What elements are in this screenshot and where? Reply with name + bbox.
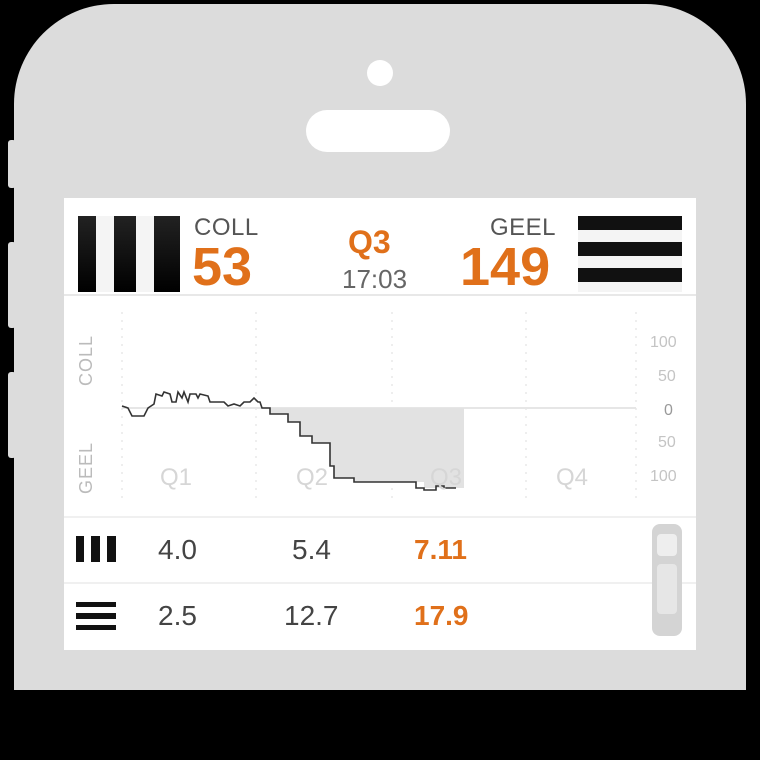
vertical-stripes-icon [78,216,180,292]
home-stat-q3: 7.11 [414,534,467,565]
y-axis-label-bottom: GEEL [76,441,96,494]
phone-side-button-3 [8,372,16,458]
vertical-stripes-icon [76,536,116,562]
y-tick-label: 100 [650,468,677,485]
chart-divider [64,516,696,518]
front-camera [367,60,393,86]
deficit-shade [270,408,464,488]
home-team-score: 53 [192,237,253,297]
scrollbar-track[interactable] [652,524,682,636]
horizontal-stripes-icon [76,602,116,630]
score-worm-chart [121,312,637,503]
phone-side-button-1 [8,140,16,188]
y-tick-label: 50 [658,368,676,385]
y-tick-label: 0 [664,402,673,419]
away-team-score: 149 [460,237,551,297]
away-stat-q3: 17.9 [414,600,469,631]
y-tick-label: 100 [650,334,677,351]
away-stat-q2: 12.7 [284,600,339,631]
game-clock: 17:03 [342,264,408,294]
away-stat-q1: 2.5 [158,600,197,631]
quarter-axis-label: Q2 [296,464,329,491]
y-tick-label: 50 [658,434,676,451]
phone-side-button-2 [8,242,16,328]
header-divider [64,294,696,296]
stats-divider [64,582,696,584]
home-stat-q1: 4.0 [158,534,197,565]
quarter-axis-label: Q1 [160,464,193,491]
quarter-label: Q3 [348,224,391,260]
quarter-axis-label: Q3 [430,464,463,491]
horizontal-stripes-icon [578,216,682,292]
scrollbar-thumb-lower [657,564,677,614]
score-worm-line [121,389,456,491]
bottom-bezel [14,690,746,760]
earpiece-speaker [306,110,450,152]
away-team-name: GEEL [490,214,557,241]
home-team-name: COLL [194,214,259,241]
y-axis-label-top: COLL [76,334,96,386]
quarter-axis-label: Q4 [556,464,589,491]
home-stat-q2: 5.4 [292,534,331,565]
scrollbar-thumb[interactable] [657,534,677,556]
app-screen: COLL 53 Q3 17:03 GEEL 149 COLL GEEL [64,198,696,650]
